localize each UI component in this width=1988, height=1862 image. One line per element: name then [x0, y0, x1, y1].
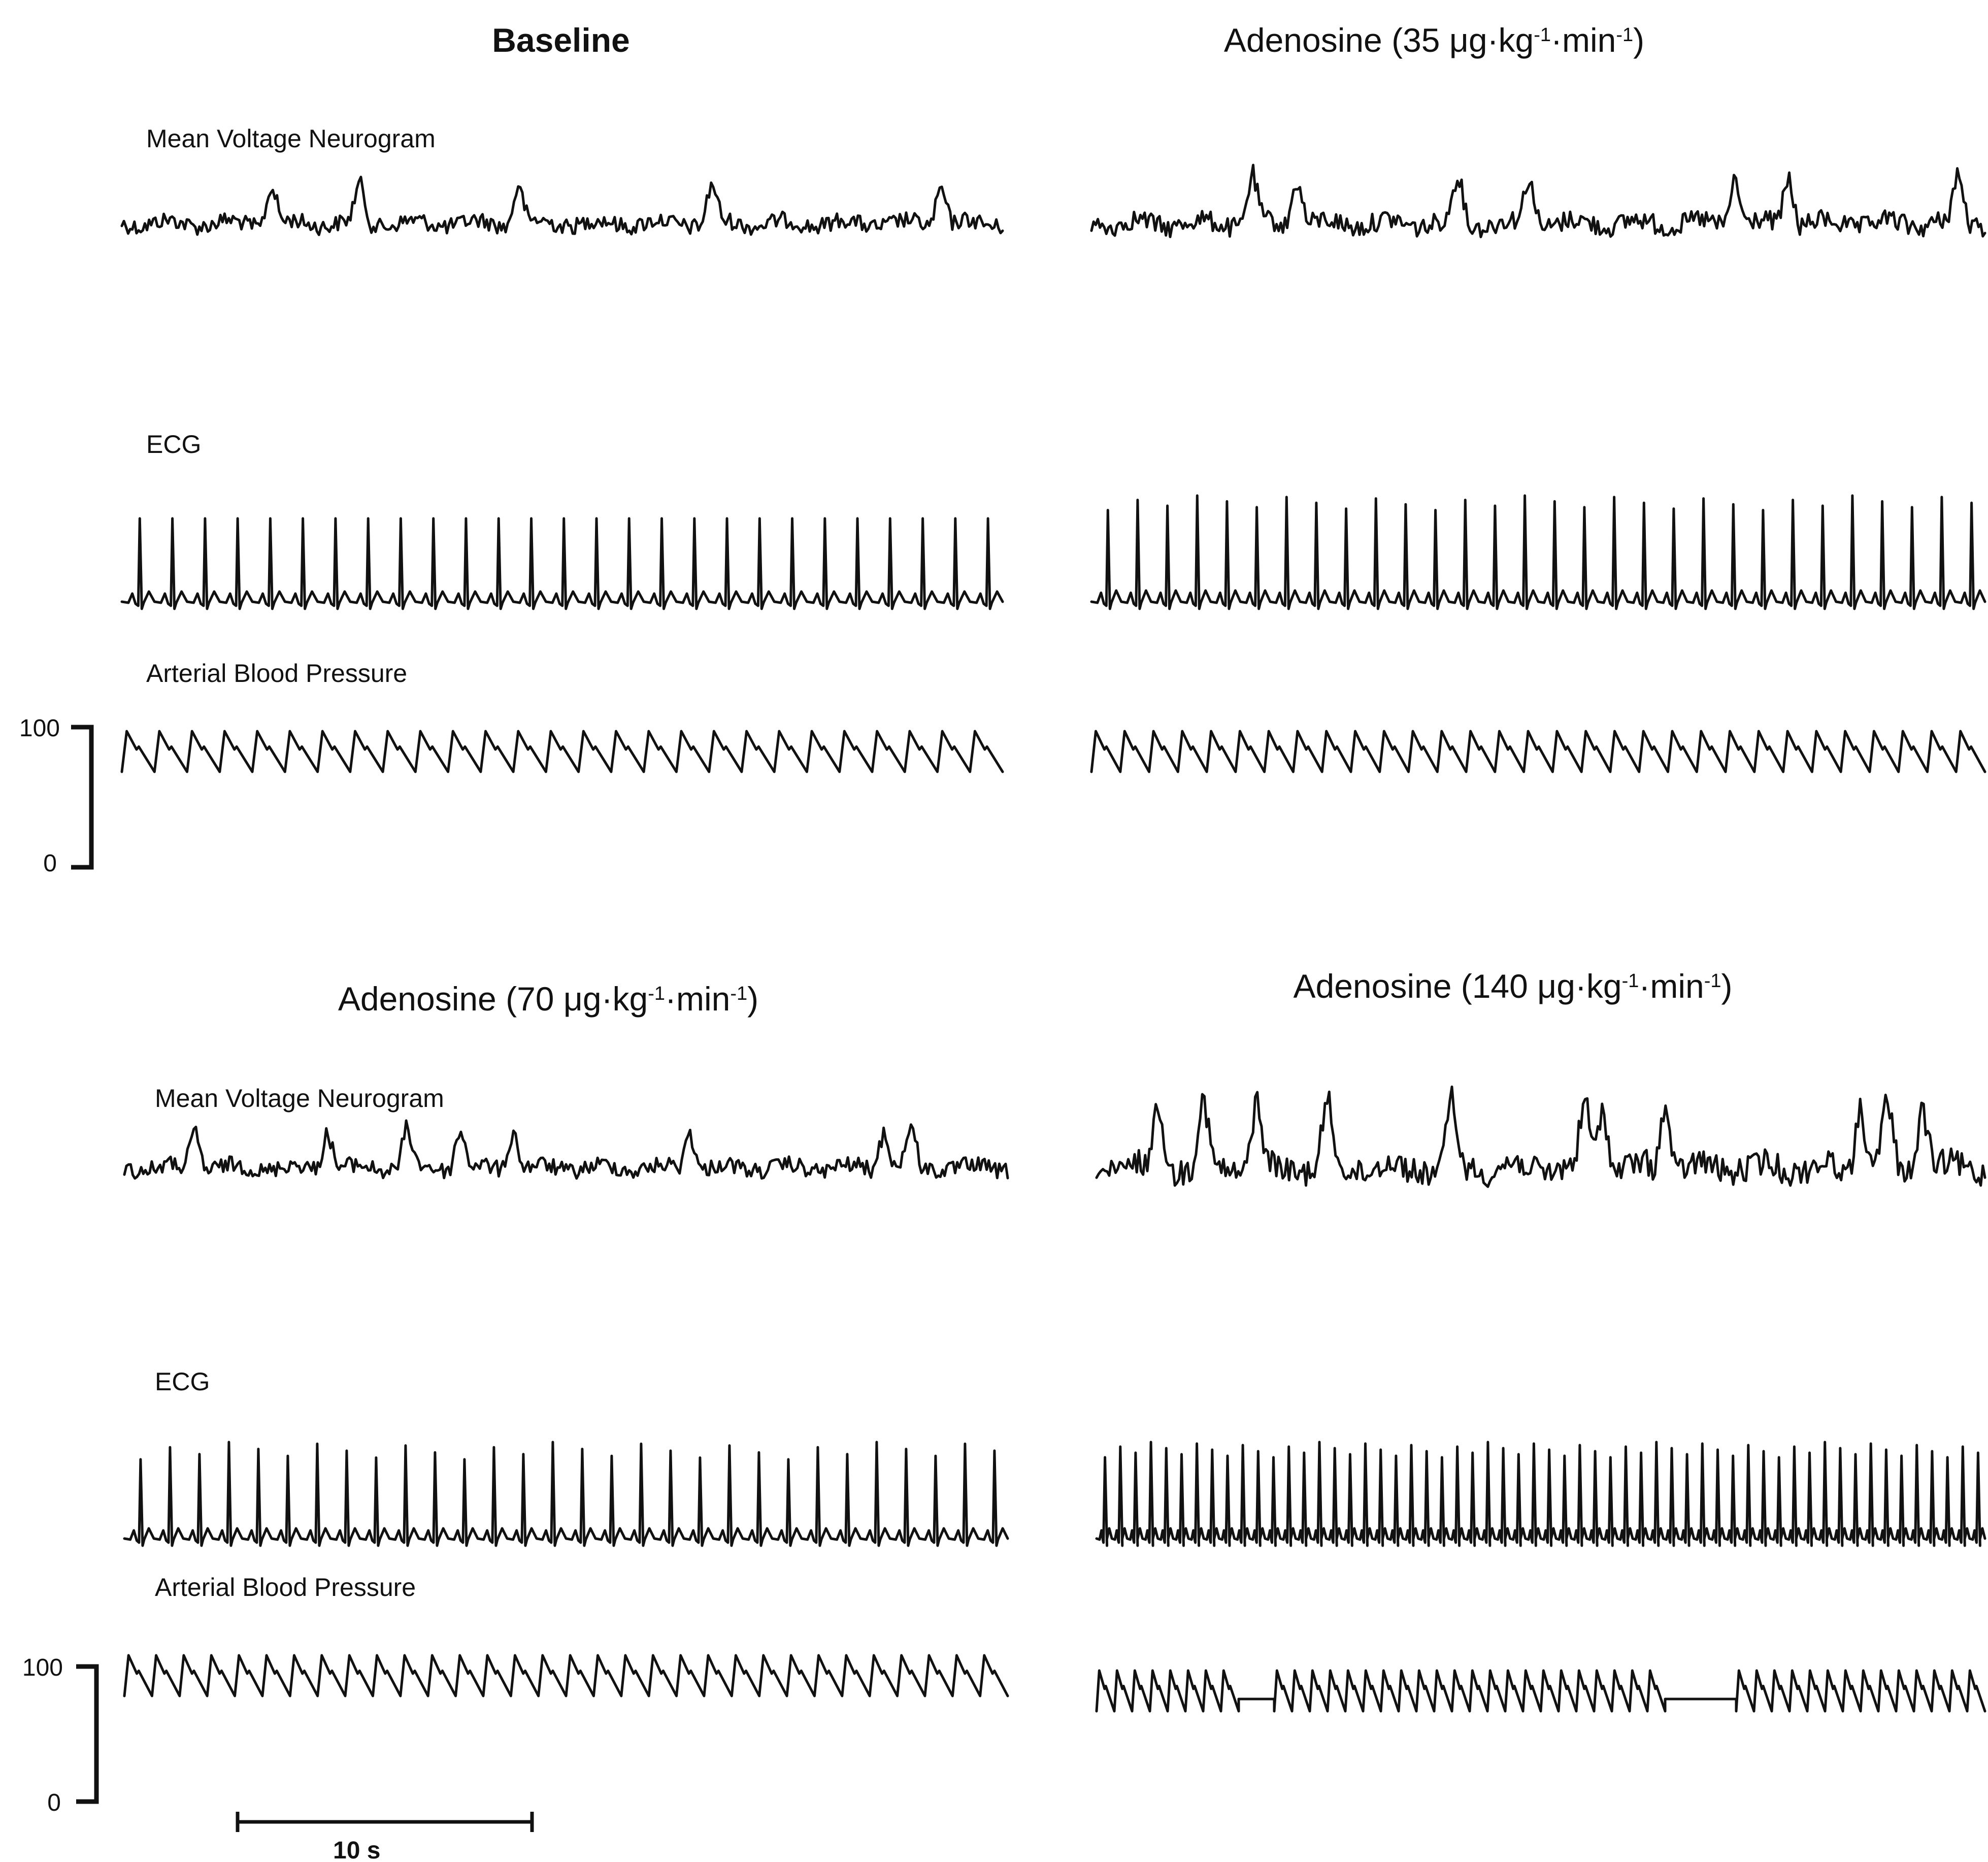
- neurogram-trace-baseline: [120, 176, 1004, 236]
- label-abp-baseline: Arterial Blood Pressure: [146, 659, 407, 688]
- pressure-scale-bottom: 100 0: [22, 1654, 99, 1816]
- panel-title-adenosine-140: Adenosine (140 μg·kg-1·min-1): [1293, 967, 1732, 1005]
- neurogram-trace-adenosine-70: [123, 1119, 1009, 1180]
- abp-trace-adenosine-70: [123, 1654, 1009, 1697]
- pressure-scale-top: 100 0: [19, 715, 94, 877]
- trace-layer: [120, 164, 1986, 1713]
- panel-title-adenosine-70: Adenosine (70 μg·kg-1·min-1): [338, 980, 758, 1018]
- ecg-trace-adenosine-35: [1090, 494, 1986, 610]
- panel-title-adenosine-35: Adenosine (35 μg·kg-1·min-1): [1224, 21, 1644, 59]
- time-scale-label: 10 s: [333, 1837, 380, 1862]
- abp-trace-adenosine-35: [1090, 730, 1986, 773]
- abp-trace-adenosine-140: [1095, 1669, 1986, 1713]
- scale-label-0: 0: [43, 850, 57, 877]
- label-ecg-70: ECG: [155, 1367, 210, 1396]
- label-abp-70: Arterial Blood Pressure: [155, 1573, 416, 1602]
- label-ecg-baseline: ECG: [146, 430, 201, 459]
- panel-title-baseline: Baseline: [492, 21, 629, 59]
- time-scale-bar: 10 s: [236, 1812, 534, 1862]
- neurogram-trace-adenosine-35: [1090, 164, 1986, 239]
- ecg-trace-adenosine-70: [123, 1441, 1009, 1547]
- label-neurogram-baseline: Mean Voltage Neurogram: [146, 124, 436, 153]
- abp-trace-baseline: [120, 730, 1004, 773]
- label-neurogram-70: Mean Voltage Neurogram: [155, 1084, 444, 1113]
- ecg-trace-baseline: [120, 517, 1004, 610]
- neurogram-trace-adenosine-140: [1095, 1085, 1986, 1188]
- scale-label-100: 100: [22, 1654, 63, 1681]
- scale-label-0: 0: [47, 1789, 61, 1816]
- scale-label-100: 100: [19, 715, 60, 742]
- ecg-trace-adenosine-140: [1095, 1441, 1986, 1547]
